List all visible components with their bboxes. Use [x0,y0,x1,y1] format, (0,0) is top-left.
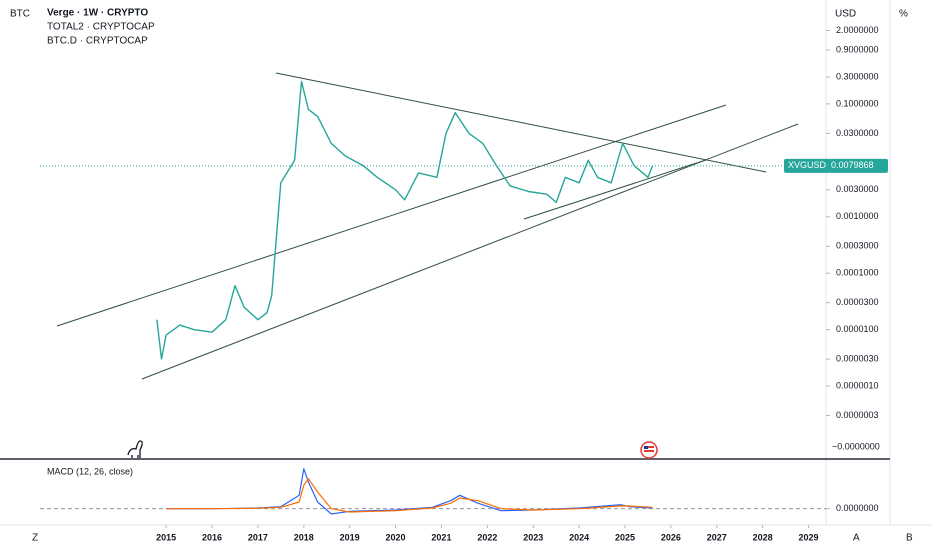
event-flag-icon[interactable] [640,441,658,459]
y-tick-label: 0.0010000 [836,211,879,221]
y-tick-label: 0.0000100 [836,324,879,334]
macd-title[interactable]: MACD (12, 26, close) [47,466,133,476]
price-tag [784,158,888,173]
x-tick-label: 2015 [156,532,176,542]
x-tick-label: 2029 [799,532,819,542]
y-tick-label: 0.0000300 [836,297,879,307]
x-tick-label: 2025 [615,532,635,542]
x-tick-label: 2017 [248,532,268,542]
trend-line[interactable] [56,104,727,327]
y-tick-label: 0.0300000 [836,128,879,138]
x-tick-label: 2023 [523,532,543,542]
overlay-label[interactable]: TOTAL2 · CRYPTOCAP [47,22,155,33]
y-tick-label: 0.1000000 [836,98,879,108]
x-tick-label: 2020 [386,532,406,542]
y-tick-label: 2.0000000 [836,25,879,35]
overlay-label[interactable]: BTC.D · CRYPTOCAP [47,36,148,47]
y-tick-label: 0.0003000 [836,241,879,251]
x-tick-label: 2024 [569,532,589,542]
x-tick-label: 2026 [661,532,681,542]
y-tick-label: 0.0000010 [836,380,879,390]
floor-label: −0.0000000 [832,441,880,451]
symbol-title[interactable]: Verge · 1W · CRYPTO [47,8,148,19]
trend-line[interactable] [523,159,707,220]
series-line [156,80,654,360]
x-tick-label: 2021 [431,532,451,542]
y-tick-label: 0.0030000 [836,184,879,194]
price-tag-value: 0.0079868 [831,160,874,170]
footer-right[interactable]: B [906,533,913,544]
y-tick-label: 0.0001000 [836,268,879,278]
x-tick-label: 2022 [477,532,497,542]
trend-line[interactable] [141,123,799,380]
series-line [166,478,653,513]
y-tick-label: 0.0000030 [836,353,879,363]
x-tick-label: 2019 [340,532,360,542]
dino-icon[interactable] [127,440,143,458]
y-tick-label: 0.0000000 [836,503,879,513]
x-tick-label: 2027 [707,532,727,542]
trend-lines [56,72,799,380]
x-tick-label: 2016 [202,532,222,542]
footer-right[interactable]: A [853,533,860,544]
y-tick-label: 0.3000000 [836,71,879,81]
footer-left[interactable]: Z [32,533,38,544]
percent-label[interactable]: % [899,9,908,20]
price-tag-symbol: XVGUSD [788,160,827,170]
left-scale-label[interactable]: BTC [10,9,30,20]
trend-line[interactable] [275,72,767,173]
y-tick-label: 0.0000003 [836,410,879,420]
x-tick-label: 2018 [294,532,314,542]
currency-label[interactable]: USD [835,9,856,20]
x-tick-label: 2028 [753,532,773,542]
y-tick-label: 0.9000000 [836,44,879,54]
